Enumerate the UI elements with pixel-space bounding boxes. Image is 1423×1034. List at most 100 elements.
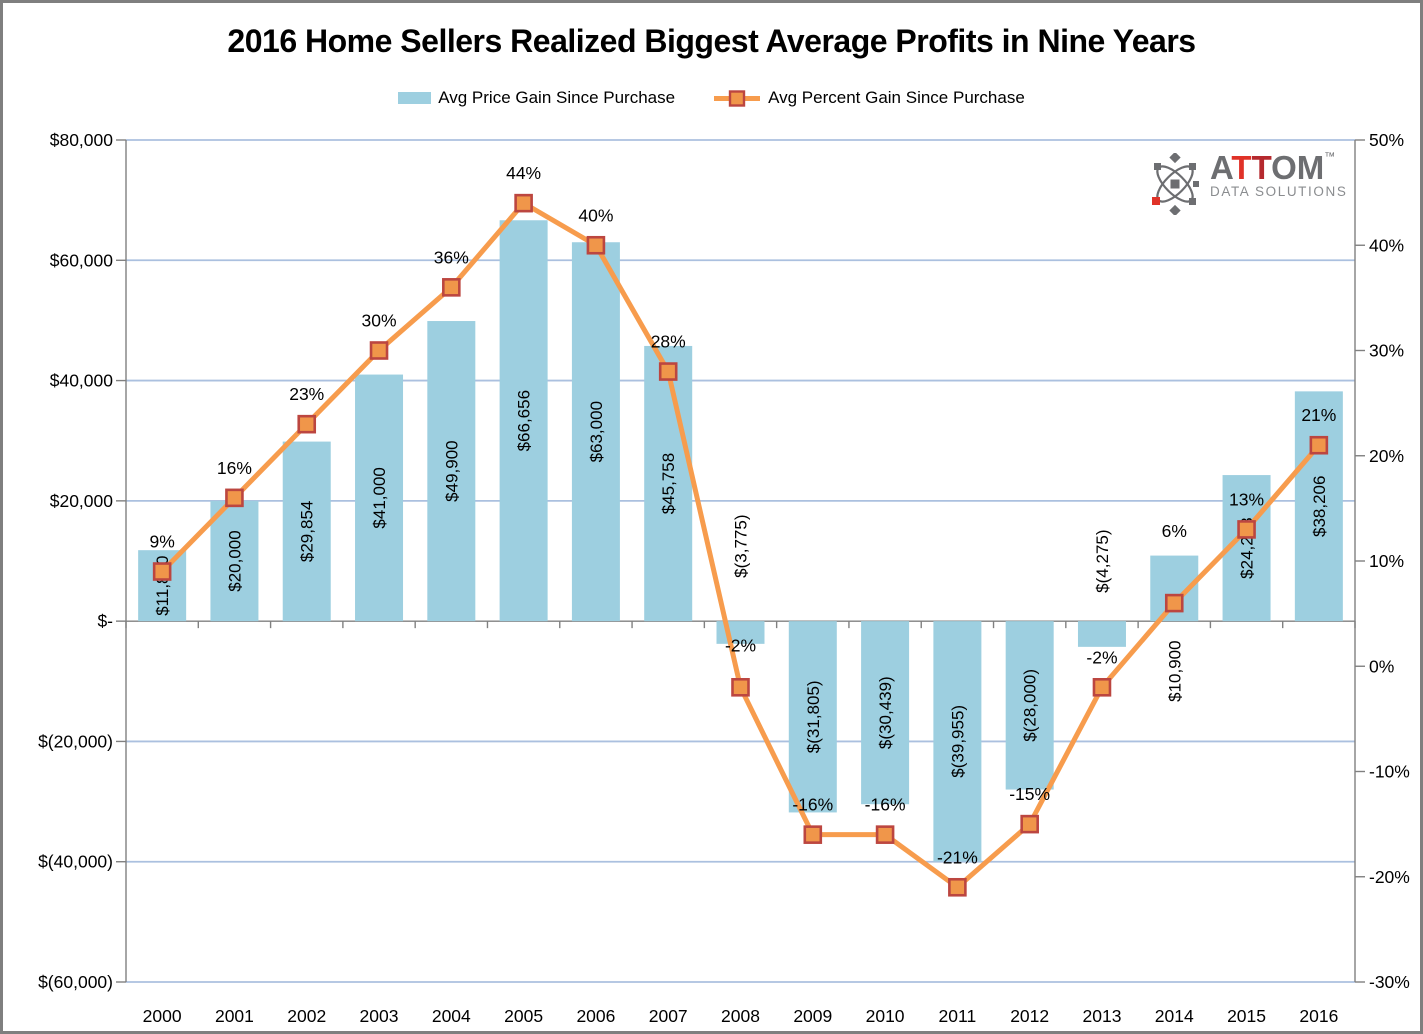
bar-label-2005: $66,656 — [515, 390, 534, 451]
marker-2006 — [586, 235, 606, 255]
marker-2013 — [1092, 677, 1112, 697]
year-label-2004: 2004 — [432, 1006, 471, 1026]
bar-label-2010: $(30,439) — [876, 676, 895, 749]
bar-2007 — [644, 345, 693, 622]
pct-label-2006: 40% — [578, 205, 613, 225]
bar-label-2007: $45,758 — [659, 453, 678, 514]
bar-label-2008: $(3,775) — [732, 514, 751, 577]
pct-label-2002: 23% — [289, 384, 324, 404]
bar-2001 — [210, 500, 259, 622]
year-label-2007: 2007 — [649, 1006, 688, 1026]
pct-label-2007: 28% — [651, 332, 686, 352]
bar-2000 — [138, 550, 187, 622]
marker-2011 — [948, 877, 967, 897]
right-axis-label: 40% — [1369, 235, 1404, 255]
marker-2016 — [1309, 435, 1329, 455]
pct-label-2013: -2% — [1086, 647, 1117, 667]
year-label-2010: 2010 — [866, 1006, 905, 1026]
bar-label-2011: $(39,955) — [948, 705, 967, 778]
bar-2016 — [1294, 391, 1343, 622]
legend: Avg Price Gain Since Purchase Avg Percen… — [3, 88, 1420, 108]
marker-2008 — [731, 677, 750, 697]
bar-label-2009: $(31,805) — [804, 680, 823, 753]
pct-label-2009: -16% — [792, 795, 833, 815]
year-label-2008: 2008 — [721, 1006, 760, 1026]
bar-2012 — [1005, 621, 1054, 790]
year-label-2015: 2015 — [1227, 1006, 1266, 1026]
year-label-2002: 2002 — [287, 1006, 326, 1026]
pct-label-2016: 21% — [1301, 405, 1336, 425]
pct-label-2001: 16% — [217, 458, 252, 478]
chart-title: 2016 Home Sellers Realized Biggest Avera… — [227, 23, 1196, 59]
bar-2006 — [571, 242, 620, 622]
marker-2003 — [369, 341, 389, 360]
left-axis-label: $(20,000) — [38, 731, 113, 751]
legend-item-price-gain: Avg Price Gain Since Purchase — [398, 88, 675, 108]
marker-2005 — [514, 193, 533, 213]
pct-label-2005: 44% — [506, 163, 541, 183]
year-label-2009: 2009 — [793, 1006, 832, 1026]
right-axis-label: 10% — [1369, 551, 1404, 571]
left-axis-label: $(40,000) — [38, 852, 113, 872]
attom-logo: ATTOM™ DATA SOLUTIONS — [1149, 149, 1348, 215]
attom-tagline: DATA SOLUTIONS — [1210, 183, 1348, 199]
chart-plot-area: $11,800 $20,000 $29,854$41,000 $49,900$66,6… — [38, 130, 1410, 1026]
right-axis-label: -10% — [1369, 762, 1410, 782]
left-axis-labels: $80,000 $60,000 $40,000 $20,000 $- $(20,000) $… — [38, 130, 113, 992]
gridlines — [126, 139, 1355, 983]
right-axis-label: 50% — [1369, 130, 1404, 150]
right-axis-label: -20% — [1369, 867, 1410, 887]
left-axis-label: $- — [97, 611, 113, 631]
attom-logo-text: ATTOM™ DATA SOLUTIONS — [1210, 149, 1348, 199]
percent-data-labels: 9% 16% 23% 30% 36% 44% 40% 28% -2% -16% -16% -21% -1… — [149, 163, 1336, 867]
year-label-2006: 2006 — [576, 1006, 615, 1026]
bar-label-2003: $41,000 — [370, 467, 389, 528]
pct-label-2012: -15% — [1009, 784, 1050, 804]
year-label-2011: 2011 — [939, 1006, 977, 1026]
legend-bar-swatch — [398, 92, 432, 104]
left-axis-label: $80,000 — [50, 130, 114, 150]
marker-2007 — [658, 362, 678, 381]
year-label-2003: 2003 — [360, 1006, 399, 1026]
right-axis-label: -30% — [1369, 972, 1410, 992]
right-axis-label: 0% — [1369, 656, 1394, 676]
year-label-2005: 2005 — [504, 1006, 543, 1026]
bar-label-2006: $63,000 — [587, 401, 606, 462]
pct-label-2010: -16% — [865, 795, 906, 815]
pct-label-2015: 13% — [1229, 489, 1264, 509]
left-axis-label: $(60,000) — [38, 972, 113, 992]
left-axis-label: $20,000 — [50, 491, 114, 511]
legend-line-marker-swatch — [714, 89, 761, 107]
bar-label-2013: $(4,275) — [1093, 529, 1112, 592]
bar-2009 — [788, 621, 837, 813]
year-label-2012: 2012 — [1010, 1006, 1049, 1026]
marker-2012 — [1020, 814, 1039, 834]
marker-2010 — [875, 825, 895, 844]
pct-label-2000: 9% — [149, 532, 174, 552]
pct-label-2003: 30% — [362, 311, 397, 331]
pct-label-2008: -2% — [725, 635, 756, 655]
bar-label-2001: $20,000 — [225, 530, 244, 591]
percent-line-series — [152, 193, 1329, 897]
pct-label-2004: 36% — [434, 247, 469, 267]
bar-label-2014: $10,900 — [1165, 640, 1184, 701]
bar-2013 — [1077, 621, 1126, 647]
bar-2010 — [861, 621, 910, 805]
legend-label-price-gain: Avg Price Gain Since Purchase — [438, 88, 676, 107]
attom-brand-name: ATTOM™ — [1210, 149, 1336, 186]
right-axis-label: 30% — [1369, 341, 1404, 361]
year-label-2000: 2000 — [143, 1006, 182, 1026]
year-label-2014: 2014 — [1155, 1006, 1194, 1026]
marker-2004 — [442, 278, 461, 297]
legend-label-percent-gain: Avg Percent Gain Since Purchase — [768, 88, 1025, 107]
x-axis-labels: 2000 2001 2002 2003 2004 2005 2006 2007 2008 2009… — [143, 1006, 1339, 1026]
bar-2004 — [427, 321, 476, 622]
pct-label-2014: 6% — [1162, 521, 1187, 541]
marker-2000 — [152, 562, 172, 581]
left-axis-label: $60,000 — [50, 250, 114, 270]
bar-2002 — [282, 441, 331, 622]
bars-series — [138, 220, 1343, 862]
marker-2014 — [1164, 593, 1184, 613]
bar-2005 — [499, 220, 548, 622]
